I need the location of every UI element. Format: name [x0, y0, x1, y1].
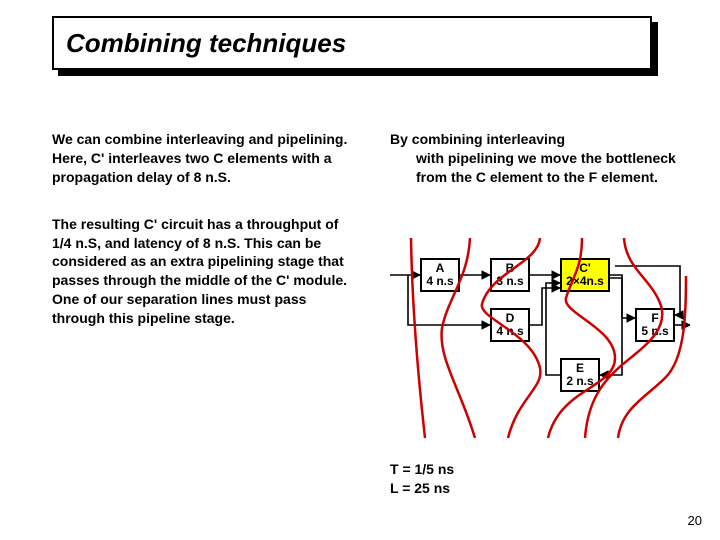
right-column: By combining interleaving with pipelinin…: [390, 130, 680, 187]
node-Cp: C'2×4n.s: [560, 258, 610, 292]
left-column: We can combine interleaving and pipelini…: [52, 130, 352, 356]
node-E: E2 n.s: [560, 358, 600, 392]
node-delay: 2 n.s: [566, 375, 593, 388]
diagram-edge: [530, 288, 560, 325]
left-paragraph-1: We can combine interleaving and pipelini…: [52, 130, 352, 187]
diagram-edge: [600, 278, 622, 375]
left-paragraph-2: The resulting C' circuit has a throughpu…: [52, 215, 352, 328]
flow-diagram: A4 n.s B3 n.s C'2×4n.s D4 n.s F5 n.s E2 n.s: [390, 238, 690, 458]
timing-throughput: T = 1/5 ns: [390, 460, 454, 479]
title-box: Combining techniques: [52, 16, 652, 70]
node-delay: 5 n.s: [641, 325, 668, 338]
right-paragraph: By combining interleaving with pipelinin…: [390, 130, 680, 187]
diagram-edge: [546, 283, 560, 375]
slide-title: Combining techniques: [66, 28, 346, 59]
page-number: 20: [688, 513, 702, 528]
node-delay: 4 n.s: [426, 275, 453, 288]
node-B: B3 n.s: [490, 258, 530, 292]
node-D: D4 n.s: [490, 308, 530, 342]
timing-latency: L = 25 ns: [390, 479, 454, 498]
node-delay: 2×4n.s: [566, 275, 604, 288]
timing-info: T = 1/5 ns L = 25 ns: [390, 460, 454, 498]
node-delay: 4 n.s: [496, 325, 523, 338]
node-delay: 3 n.s: [496, 275, 523, 288]
node-F: F5 n.s: [635, 308, 675, 342]
right-para-line1: By combining interleaving: [390, 131, 565, 147]
node-A: A4 n.s: [420, 258, 460, 292]
right-para-rest: with pipelining we move the bottleneck f…: [390, 149, 680, 187]
